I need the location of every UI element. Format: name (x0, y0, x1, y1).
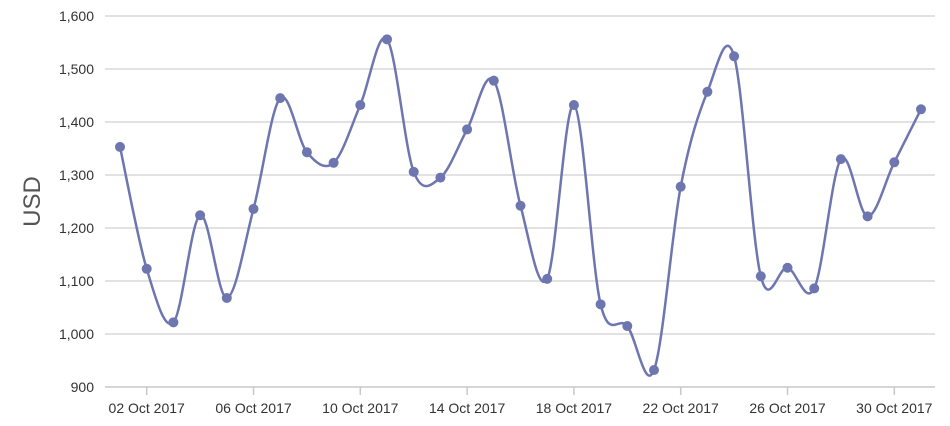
data-point (835, 154, 846, 165)
y-axis-tick-labels: 900 1,000 1,100 1,200 1,300 1,400 1,500 1,600 (59, 8, 94, 395)
data-point (435, 172, 446, 183)
y-tick-label: 1,300 (59, 167, 94, 183)
x-tick-label: 26 Oct 2017 (749, 400, 825, 416)
data-point (862, 211, 873, 222)
data-point (595, 299, 606, 310)
data-point (355, 100, 366, 111)
data-point (649, 365, 659, 376)
y-tick-label: 1,600 (59, 8, 94, 24)
data-point (328, 157, 339, 168)
y-axis-title: USD (19, 176, 46, 227)
grid (105, 15, 935, 335)
data-point (622, 321, 633, 332)
data-point (809, 283, 820, 294)
data-point (221, 292, 232, 303)
x-tick-label: 02 Oct 2017 (109, 400, 185, 416)
data-point (675, 181, 686, 192)
data-point (382, 34, 392, 45)
data-point (889, 157, 900, 168)
data-point (515, 200, 526, 211)
x-tick-label: 18 Oct 2017 (536, 400, 612, 416)
data-point (301, 147, 312, 158)
x-axis-tick-labels: 02 Oct 2017 06 Oct 2017 10 Oct 2017 14 Oct … (109, 400, 933, 416)
data-point (702, 86, 713, 97)
y-tick-label: 1,400 (59, 114, 94, 130)
y-tick-label: 900 (71, 379, 95, 395)
data-point (568, 100, 579, 111)
data-point (195, 210, 206, 221)
y-tick-label: 1,100 (59, 273, 94, 289)
data-point (408, 166, 419, 177)
x-axis-ticks (145, 387, 896, 395)
data-point (916, 104, 926, 115)
x-tick-label: 30 Oct 2017 (856, 400, 932, 416)
data-point (488, 75, 499, 86)
data-point (115, 141, 125, 152)
data-point (248, 203, 259, 214)
data-point (275, 93, 286, 104)
data-point (729, 51, 740, 62)
data-point (782, 262, 793, 273)
data-point (462, 124, 473, 135)
x-tick-label: 06 Oct 2017 (215, 400, 291, 416)
series-points (115, 34, 926, 376)
data-point (542, 273, 553, 284)
y-tick-label: 1,000 (59, 326, 94, 342)
x-tick-label: 14 Oct 2017 (429, 400, 505, 416)
data-point (141, 263, 152, 274)
y-tick-label: 1,500 (59, 61, 94, 77)
data-point (755, 271, 766, 282)
y-tick-label: 1,200 (59, 220, 94, 236)
x-tick-label: 22 Oct 2017 (643, 400, 719, 416)
data-point (168, 317, 179, 328)
x-tick-label: 10 Oct 2017 (322, 400, 398, 416)
